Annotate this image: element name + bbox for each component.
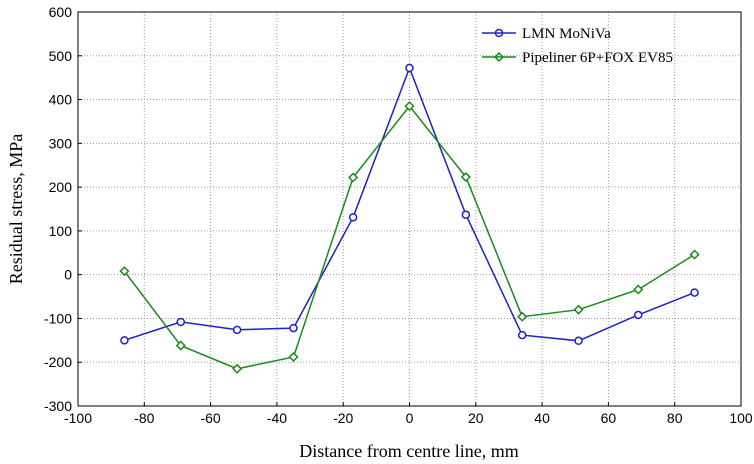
data-point-lmn [405,63,414,73]
y-tick-label: 100 [49,223,73,239]
data-point-pipeliner [633,284,644,295]
y-axis-title: Residual stress, MPa [6,134,26,285]
data-point-lmn [574,336,583,346]
plot-area [78,12,741,406]
legend-item-lmn: LMN MoNiVa [482,26,611,42]
y-tick-label: -100 [44,310,72,326]
legend-marker-lmn [494,28,504,38]
x-axis-title: Distance from centre line, mm [299,441,518,461]
data-point-pipeliner [517,311,528,322]
x-tick-label: -80 [134,410,154,426]
y-tick-label: 400 [49,92,73,108]
y-tick-label: 600 [49,4,73,20]
x-tick-label: 100 [729,410,753,426]
x-tick-label: 60 [601,410,617,426]
x-tick-label: -40 [267,410,287,426]
data-point-lmn [176,317,186,327]
y-tick-label: -300 [44,398,72,414]
data-point-lmn [348,213,358,222]
y-tick-label: 500 [49,48,73,64]
data-point-pipeliner [460,171,471,183]
data-point-pipeliner [175,340,186,351]
legend-label-pipeliner: Pipeliner 6P+FOX EV85 [522,50,673,66]
legend-marker-pipeliner [493,51,505,63]
data-point-pipeliner [232,363,243,374]
legend-label-lmn: LMN MoNiVa [522,26,611,42]
x-axis-ticks: -100 -80 -60 -40 -20 0 20 40 60 80 100 [64,402,753,426]
data-point-lmn [289,323,298,333]
data-point-pipeliner [689,249,700,260]
data-point-pipeliner [119,266,130,277]
series-lmn [120,63,699,346]
data-point-lmn [461,210,471,219]
x-tick-label: -100 [64,410,92,426]
data-point-lmn [690,288,699,297]
series-layer [119,63,700,374]
legend: LMN MoNiVa Pipeliner 6P+FOX EV85 [482,26,673,66]
y-tick-label: 0 [64,267,72,283]
data-point-lmn [120,336,129,345]
y-axis-ticks: -300 -200 -100 0 100 200 300 400 500 600 [44,4,82,414]
y-tick-label: -200 [44,354,72,370]
data-point-pipeliner [348,172,359,183]
x-tick-label: -60 [200,410,220,426]
data-point-lmn [633,310,643,320]
x-tick-label: 0 [406,410,414,426]
plot-frame [77,11,742,407]
data-point-pipeliner [288,351,299,363]
x-tick-label: 80 [667,410,683,426]
x-tick-label: 20 [468,410,484,426]
x-tick-label: 40 [534,410,550,426]
series-pipeliner [119,101,700,374]
data-point-pipeliner [573,304,584,315]
data-point-pipeliner [404,101,415,112]
legend-item-pipeliner: Pipeliner 6P+FOX EV85 [482,50,673,66]
data-point-lmn [517,330,527,340]
y-tick-label: 200 [49,179,73,195]
x-tick-label: -20 [333,410,353,426]
data-point-lmn [232,325,242,335]
y-tick-label: 300 [49,135,73,151]
